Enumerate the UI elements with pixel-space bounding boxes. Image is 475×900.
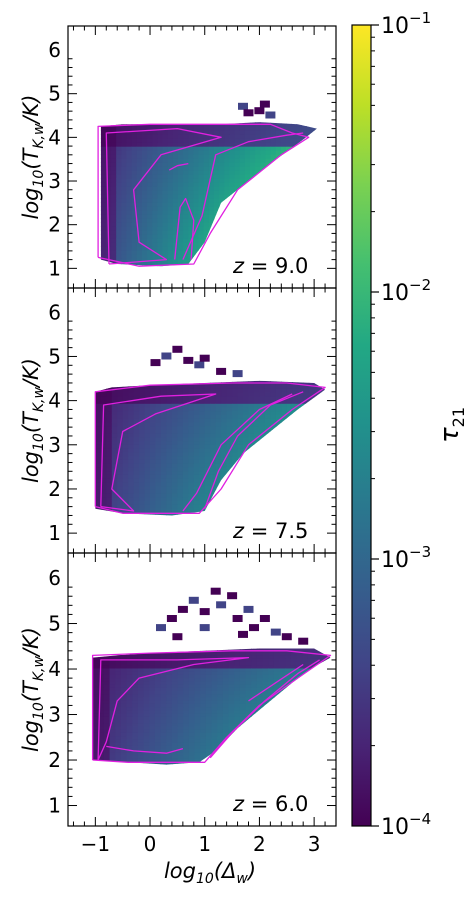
scatter-pixel — [281, 633, 292, 641]
y-tick-label: 6 — [48, 566, 61, 590]
scatter-pixel — [199, 624, 210, 632]
scatter-pixel — [243, 605, 254, 613]
scatter-pixel — [172, 633, 183, 641]
contour-line — [105, 127, 222, 265]
scatter-pixel — [166, 615, 177, 622]
colorbar-tick-label: 10−4 — [381, 810, 431, 840]
y-tick-label: 3 — [48, 433, 61, 457]
heatmap-field — [92, 648, 331, 765]
contour-lines — [91, 650, 332, 763]
contour-line — [174, 197, 195, 260]
y-tick-label: 4 — [48, 657, 61, 681]
scatter-pixel — [216, 367, 227, 375]
colorbar-tick-label: 10−2 — [381, 276, 431, 306]
scatter-pixel — [243, 109, 254, 117]
redshift-annotation: z = 9.0 — [232, 254, 308, 278]
colorbar-tick-label: 10−3 — [381, 543, 431, 573]
y-tick-label: 2 — [48, 477, 61, 501]
contour-line — [106, 745, 184, 754]
x-tick-label: 2 — [253, 832, 266, 856]
scatter-pixel — [232, 370, 243, 378]
y-axis-label: log10(TK,w/K) — [19, 94, 47, 219]
y-tick-label: 2 — [48, 213, 61, 237]
y-tick-label: 1 — [48, 256, 61, 280]
colorbar-label: τ21 — [435, 407, 468, 443]
contour-line — [204, 391, 304, 510]
y-tick-label: 1 — [48, 521, 61, 545]
contour-line — [248, 663, 304, 702]
scatter-pixel — [249, 624, 259, 632]
y-tick-label: 5 — [48, 344, 61, 368]
scatter-pixel — [161, 352, 172, 360]
scatter-pixel — [270, 628, 281, 636]
contour-line — [100, 393, 217, 512]
y-tick-label: 5 — [48, 612, 61, 636]
y-axis-label: log10(TK,w/K) — [19, 627, 47, 752]
contour-lines — [94, 382, 326, 514]
heatmap-field — [100, 122, 317, 267]
scatter-pixel — [199, 354, 210, 362]
scatter-pixel — [177, 605, 188, 613]
scatter-pixel — [254, 107, 265, 115]
contour-line — [97, 656, 250, 761]
panel-2: 1 2 3 4 5 6 log10(TK,w/K) z = 7.5 — [19, 287, 337, 554]
contour-line — [97, 123, 310, 267]
y-tick-label: 3 — [48, 703, 61, 727]
y-tick-label: 6 — [48, 38, 61, 62]
panels: 1 2 3 4 5 6 log10(TK,w/K) z = 9.0 1 2 3 4 5 6 log10(TK… — [19, 25, 337, 887]
colorbar-frame — [351, 24, 372, 827]
colorbar-gradient — [352, 25, 371, 826]
scatter-pixel — [227, 592, 238, 600]
contour-line — [168, 162, 189, 171]
scatter-pixel — [259, 100, 270, 108]
scatter-pixel — [232, 615, 243, 622]
y-tick-label: 5 — [48, 82, 61, 106]
panel-1: 1 2 3 4 5 6 log10(TK,w/K) z = 9.0 — [19, 25, 337, 289]
y-tick-label: 2 — [48, 748, 61, 772]
x-tick-label: 1 — [198, 832, 211, 856]
scatter-pixel — [156, 624, 166, 632]
scatter-pixel — [210, 587, 221, 595]
x-tick-label: 3 — [308, 832, 321, 856]
scatter-pixel — [172, 345, 183, 353]
contour-line — [182, 132, 304, 260]
redshift-annotation: z = 6.0 — [232, 792, 308, 816]
contour-line — [94, 382, 326, 514]
scatter-pixel — [188, 596, 199, 604]
scatter-pixel — [265, 111, 276, 119]
colorbar: 10−1 10−2 10−3 10−4 τ21 — [351, 9, 468, 840]
x-axis-label: log10(Δw) — [164, 859, 256, 887]
colorbar-tick-label: 10−1 — [381, 9, 431, 39]
y-tick-label: 4 — [48, 389, 61, 413]
scatter-pixel — [298, 637, 309, 645]
scatter-pixel — [238, 630, 248, 638]
contour-line — [209, 659, 320, 759]
contour-lines — [97, 123, 310, 267]
scatter-pixel — [238, 102, 248, 110]
scatter-pixel — [259, 615, 270, 622]
scatter-pixel — [150, 359, 161, 367]
scatter-pixel — [194, 361, 205, 369]
contour-line — [91, 650, 332, 763]
y-tick-label: 1 — [48, 794, 61, 818]
contour-line — [182, 393, 293, 512]
scatter-pixel — [183, 356, 194, 364]
y-tick-label: 4 — [48, 125, 61, 149]
y-tick-label: 6 — [48, 300, 61, 324]
x-tick-label: 0 — [144, 832, 157, 856]
y-tick-label: 3 — [48, 169, 61, 193]
y-axis-label: log10(TK,w/K) — [19, 358, 47, 483]
x-tick-label: −1 — [81, 832, 110, 856]
scatter-pixel — [216, 601, 227, 609]
axes-frame — [67, 552, 337, 827]
redshift-annotation: z = 7.5 — [232, 519, 308, 543]
scatter-pixel — [199, 608, 210, 616]
panel-3: 1 2 3 4 5 6 −1 0 1 2 3 log10(Δw) log10(TK,w/K) z = 6.… — [19, 552, 337, 887]
